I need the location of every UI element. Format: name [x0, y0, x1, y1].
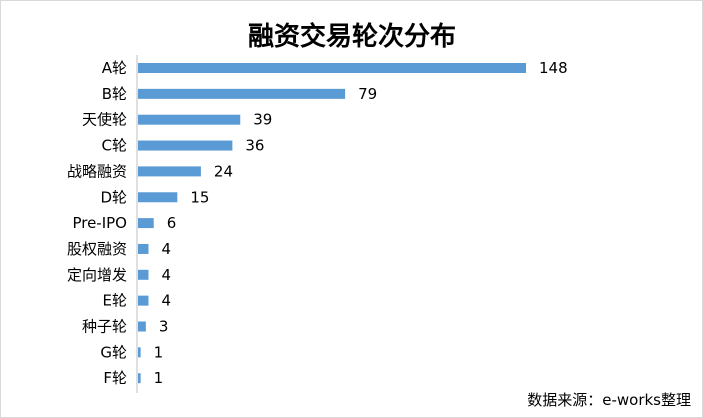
value-label-0: 148 [539, 59, 568, 77]
bar-8 [138, 269, 149, 280]
category-label-6: Pre-IPO [72, 214, 127, 232]
bar-12 [138, 373, 141, 384]
category-label-4: 战略融资 [67, 162, 127, 180]
category-label-11: G轮 [100, 343, 127, 361]
category-label-10: 种子轮 [82, 318, 127, 336]
value-label-2: 39 [253, 111, 272, 129]
bar-4 [138, 166, 201, 177]
value-label-6: 6 [167, 214, 177, 232]
chart-title: 融资交易轮次分布 [248, 21, 456, 52]
bar-1 [138, 88, 346, 99]
value-label-11: 1 [154, 343, 164, 361]
bar-11 [138, 347, 141, 358]
value-label-5: 15 [190, 188, 209, 206]
value-label-10: 3 [159, 318, 169, 336]
bar-7 [138, 243, 149, 254]
value-label-8: 4 [161, 266, 171, 284]
value-label-3: 36 [245, 137, 264, 155]
category-label-12: F轮 [103, 369, 127, 387]
category-label-3: C轮 [102, 137, 127, 155]
bar-5 [138, 192, 178, 203]
category-label-5: D轮 [100, 188, 127, 206]
category-label-7: 股权融资 [67, 240, 127, 258]
bars-group: A轮 148 B轮 79 天使轮 39 C轮 36 战略融资 24 D轮 15 Pre-IPO 6 股权融资… [67, 59, 568, 387]
category-label-8: 定向增发 [67, 266, 127, 284]
value-label-1: 79 [358, 85, 377, 103]
source-note: 数据来源：e-works整理 [527, 391, 691, 409]
value-label-7: 4 [161, 240, 171, 258]
bar-2 [138, 114, 241, 125]
category-label-9: E轮 [103, 292, 127, 310]
bar-3 [138, 140, 233, 151]
category-label-2: 天使轮 [82, 111, 127, 129]
bar-6 [138, 218, 154, 229]
category-label-1: B轮 [102, 85, 127, 103]
bar-9 [138, 295, 149, 306]
value-label-4: 24 [214, 162, 233, 180]
bar-10 [138, 321, 146, 332]
value-label-12: 1 [154, 369, 164, 387]
bar-0 [138, 63, 526, 73]
category-label-0: A轮 [102, 59, 127, 77]
value-label-9: 4 [161, 292, 171, 310]
